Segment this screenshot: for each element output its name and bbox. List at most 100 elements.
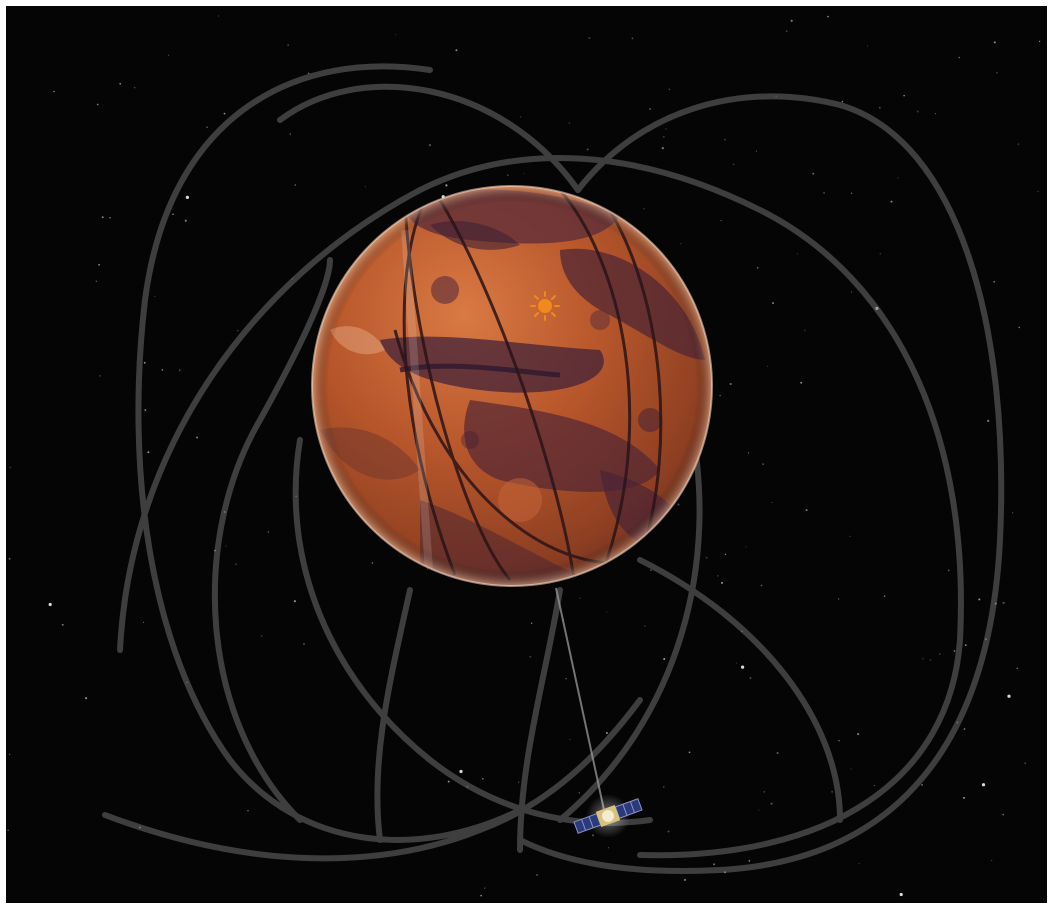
star [523,172,525,175]
orbit-track [517,587,563,853]
star [663,657,666,661]
star [668,88,671,91]
star [606,611,608,613]
star [790,19,793,22]
star [185,195,189,199]
star [858,862,860,864]
orbit-track [211,257,333,823]
star [568,122,571,124]
star [827,15,829,18]
star [225,545,227,547]
orbit-track [557,417,703,823]
star [879,252,882,255]
star [916,110,919,113]
star [364,186,366,188]
star [812,172,815,175]
star [631,37,634,40]
star [98,263,101,266]
star [850,192,853,195]
star [1016,667,1018,669]
star [729,382,732,386]
star [841,100,844,103]
star [101,216,104,219]
star [144,409,147,412]
star [53,90,55,93]
star [119,82,122,85]
star [921,784,923,786]
star [804,329,806,331]
star [771,501,773,503]
star [735,662,738,664]
star [1038,40,1041,43]
star [154,295,156,298]
star [520,116,522,118]
star [7,829,9,831]
star [143,621,145,623]
star [661,147,664,150]
star [237,330,239,332]
orbit-track [102,697,643,862]
star [796,253,798,255]
star [748,860,751,862]
star [762,463,764,465]
star [447,780,450,783]
star [987,419,990,422]
star [763,791,765,793]
star [445,184,448,187]
star [167,54,170,57]
star [578,792,581,794]
star [507,174,509,176]
star [1011,512,1014,514]
star [607,847,610,849]
star [823,191,826,194]
star [772,302,774,305]
star [890,200,893,203]
star [428,144,431,147]
star [663,786,665,788]
star [720,581,724,584]
star [61,623,64,626]
star [96,103,99,106]
star [1018,326,1020,329]
orbit-tracks [102,63,1005,874]
star [878,106,881,109]
star [677,503,680,506]
star [9,466,11,469]
star [455,49,458,52]
ground-link-line [555,587,605,811]
star [459,769,463,774]
star [483,887,486,889]
star [934,113,936,115]
star [785,30,788,33]
star [873,784,876,787]
star [8,557,11,560]
star [720,219,722,222]
star [705,556,708,559]
star [903,94,905,97]
star [395,34,397,36]
star [837,598,840,600]
star [644,625,646,627]
star [586,148,589,151]
star [267,531,270,533]
star [569,738,571,740]
star [747,452,750,454]
star [684,878,686,881]
star [289,133,291,135]
star [756,266,759,269]
star [530,622,533,625]
star [866,45,869,47]
orbit-track [117,155,964,859]
satellite-icon [573,794,643,838]
star [745,546,747,548]
star [1017,143,1020,145]
star [732,163,735,166]
star [95,280,98,283]
star [591,834,595,837]
sun-icon [530,291,560,321]
star [293,600,296,603]
star [480,894,483,897]
star [964,644,967,646]
